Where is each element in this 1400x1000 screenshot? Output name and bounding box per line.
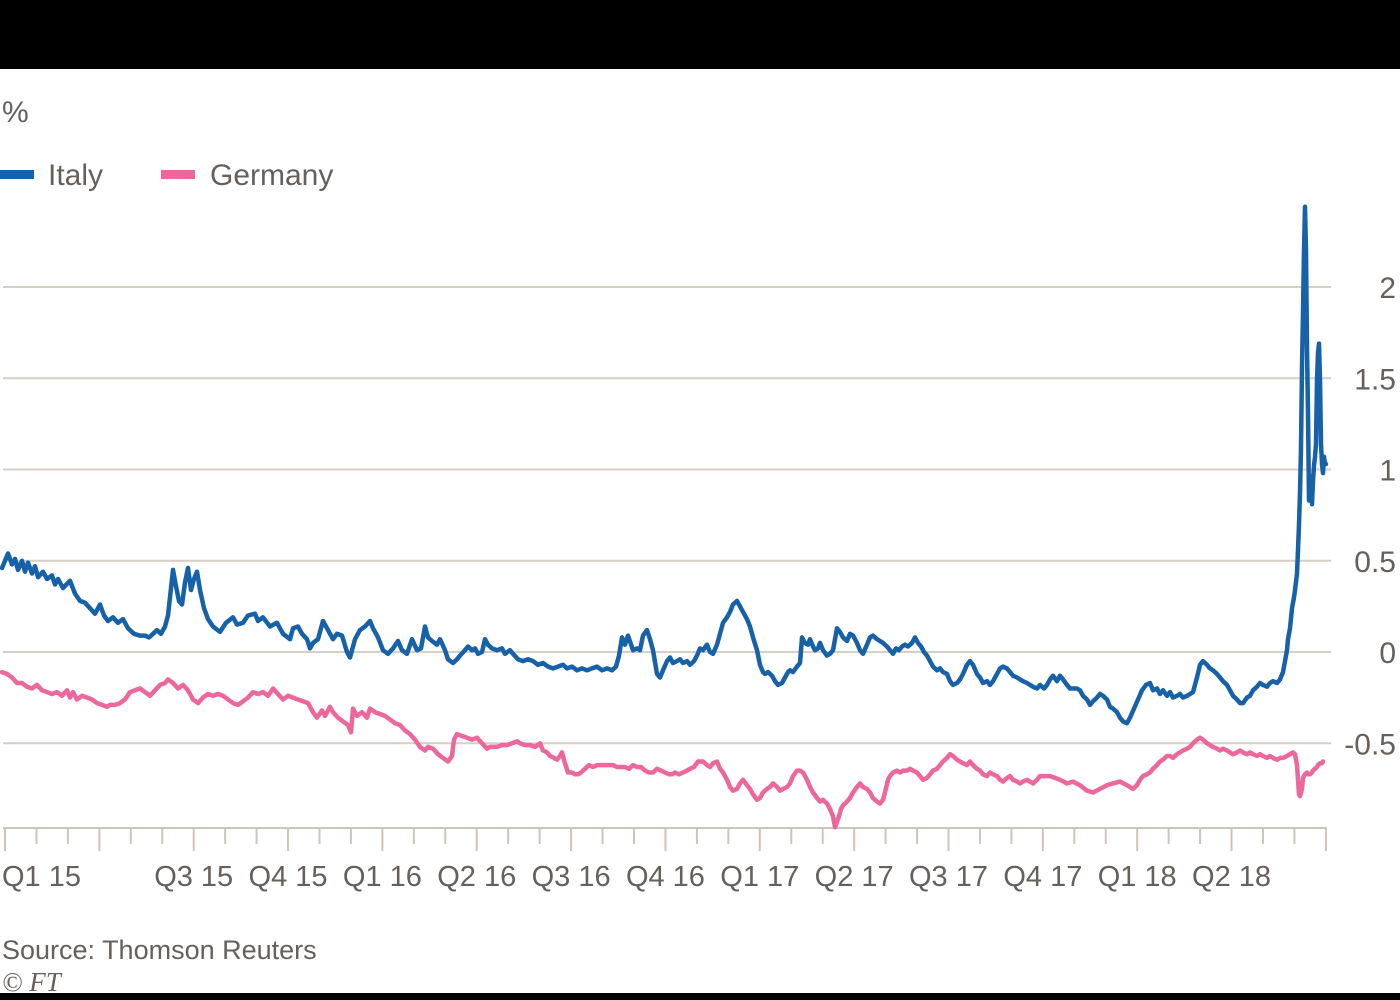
x-axis bbox=[3, 827, 1327, 851]
ft-copyright: © FT bbox=[2, 967, 61, 997]
x-tick-label: Q1 15 bbox=[2, 861, 81, 893]
y-tick-label: 0 bbox=[1379, 637, 1396, 670]
x-tick-label: Q4 16 bbox=[626, 861, 705, 893]
x-tick-label: Q1 17 bbox=[720, 861, 799, 893]
x-tick-label: Q1 18 bbox=[1098, 861, 1177, 893]
y-tick-label: 1 bbox=[1379, 455, 1396, 488]
y-axis-labels: 2 1.5 1 0.5 0 -0.5 bbox=[1344, 272, 1396, 761]
legend-swatch-italy bbox=[0, 170, 34, 179]
y-tick-label: 1.5 bbox=[1354, 363, 1396, 396]
series-lines bbox=[0, 204, 1329, 830]
x-tick-label: Q3 17 bbox=[909, 861, 988, 893]
x-tick-label: Q4 17 bbox=[1003, 861, 1082, 893]
x-tick-label: Q3 16 bbox=[532, 861, 611, 893]
x-tick-label: Q2 18 bbox=[1192, 861, 1271, 893]
series-line-germany bbox=[0, 669, 1326, 830]
top-black-bar bbox=[0, 0, 1400, 69]
x-tick-label: Q4 15 bbox=[249, 861, 328, 893]
source-note: Source: Thomson Reuters bbox=[2, 935, 317, 965]
y-tick-label: 2 bbox=[1379, 272, 1396, 305]
x-tick-label: Q2 17 bbox=[815, 861, 894, 893]
x-axis-labels: Q1 15 Q3 15 Q4 15 Q1 16 Q2 16 Q3 16 Q4 16 Q1 17… bbox=[2, 861, 1271, 893]
y-tick-label: 0.5 bbox=[1354, 546, 1396, 579]
series-line-italy bbox=[0, 204, 1329, 726]
y-tick-label: -0.5 bbox=[1344, 728, 1396, 761]
bottom-black-bar bbox=[0, 993, 1400, 1000]
gridlines bbox=[3, 286, 1331, 745]
legend-label-italy: Italy bbox=[48, 159, 104, 192]
legend-label-germany: Germany bbox=[210, 159, 334, 192]
legend-swatch-germany bbox=[161, 170, 195, 179]
x-tick-label: Q1 16 bbox=[343, 861, 422, 893]
x-tick-label: Q2 16 bbox=[437, 861, 516, 893]
y-axis-unit-label: % bbox=[2, 96, 29, 129]
x-tick-label: Q3 15 bbox=[154, 861, 233, 893]
